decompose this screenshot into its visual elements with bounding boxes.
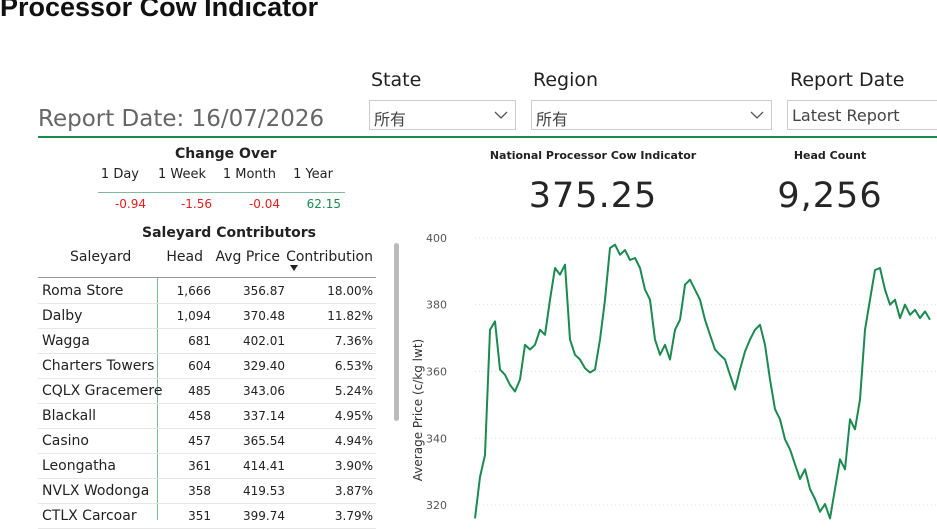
table-cell: 361 (188, 459, 211, 473)
kpi-label: National Processor Cow Indicator (489, 149, 697, 162)
table-cell: 343.06 (243, 384, 285, 398)
table-cell: 356.87 (243, 284, 285, 298)
change-header: 1 Year (293, 167, 333, 182)
scrollbar[interactable] (394, 243, 399, 421)
header-rule (38, 277, 376, 278)
table-cell: 458 (188, 409, 211, 423)
table-cell: NVLX Wodonga (42, 483, 150, 499)
table-cell: 1,666 (176, 284, 211, 298)
table-cell: 365.54 (243, 434, 285, 448)
table-cell: 414.41 (243, 459, 285, 473)
table-cell: 358 (188, 484, 211, 498)
filter-dropdown[interactable]: 所有 (369, 100, 516, 130)
column-rule (157, 278, 158, 520)
filter-value: Latest Report (792, 106, 900, 125)
kpi-label: Head Count (793, 149, 867, 162)
table-cell: 3.90% (334, 459, 373, 473)
table-cell: 4.95% (334, 409, 373, 423)
table-cell: Blackall (42, 408, 96, 424)
row-rule (38, 403, 376, 404)
filter-dropdown[interactable]: 所有 (531, 100, 772, 130)
table-cell: 370.48 (243, 309, 285, 323)
table-cell: 681 (188, 334, 211, 348)
row-rule (38, 353, 376, 354)
chevron (494, 111, 508, 119)
kpi-value: 375.25 (528, 176, 658, 216)
table-cell: 6.53% (334, 359, 373, 373)
sort-arrow (290, 265, 298, 271)
line-chart: Average Price (c/kg lwt) 320 340 360 380 400 (411, 232, 937, 520)
y-tick-label: 340 (426, 432, 447, 445)
table-cell: 11.82% (327, 309, 373, 323)
table-cell: Casino (42, 433, 89, 449)
row-rule (38, 503, 376, 504)
filter-label: Report Date (790, 69, 905, 91)
table-cell: Dalby (42, 308, 83, 324)
table-cell: 485 (188, 384, 211, 398)
filter-value: 所有 (374, 110, 407, 129)
column-header: Head (166, 249, 203, 265)
filter-dropdown[interactable]: Latest Report (787, 100, 937, 130)
table-cell: 337.14 (243, 409, 285, 423)
filter-value: 所有 (536, 110, 569, 129)
y-tick-label: 320 (426, 499, 447, 512)
row-rule (38, 378, 376, 379)
y-axis-label: Average Price (c/kg lwt) (411, 339, 425, 481)
table-cell: 457 (188, 434, 211, 448)
price-line (474, 243, 931, 520)
row-rule (38, 428, 376, 429)
table-cell: 604 (188, 359, 211, 373)
y-tick-label: 380 (426, 299, 447, 312)
column-header: Saleyard (70, 249, 132, 265)
table-cell: Wagga (42, 333, 90, 349)
divider (98, 192, 345, 193)
table-cell: 3.87% (334, 484, 373, 498)
filter-label: State (371, 69, 422, 91)
table-cell: Leongatha (42, 458, 117, 474)
column-header: Contribution (286, 249, 373, 265)
table-cell: 329.40 (243, 359, 285, 373)
row-rule (38, 303, 376, 304)
table-cell: 3.79% (334, 509, 373, 523)
change-header: 1 Week (157, 167, 206, 182)
chevron (750, 111, 764, 119)
column-header: Avg Price (215, 249, 280, 265)
kpi-value: 9,256 (777, 176, 883, 216)
table-title: Saleyard Contributors (142, 225, 316, 241)
table-cell: 399.74 (243, 509, 285, 523)
table-cell: CQLX Gracemere (42, 383, 163, 399)
y-tick-label: 360 (426, 366, 447, 379)
row-rule (38, 453, 376, 454)
table-cell: 402.01 (243, 334, 285, 348)
change-header: 1 Month (222, 167, 276, 182)
table-cell: Charters Towers (42, 358, 155, 374)
change-value: 62.15 (306, 197, 341, 211)
y-tick-label: 400 (426, 232, 447, 245)
divider (38, 136, 937, 138)
change-title: Change Over (175, 146, 277, 162)
change-value: -0.04 (248, 197, 280, 211)
table-cell: 5.24% (334, 384, 373, 398)
change-value: -1.56 (180, 197, 212, 211)
change-value: -0.94 (114, 197, 146, 211)
table-cell: 351 (188, 509, 211, 523)
table-cell: 4.94% (334, 434, 373, 448)
table-cell: 18.00% (327, 284, 373, 298)
page-title: Processor Cow Indicator (0, 0, 319, 22)
report-date: Report Date: 16/07/2026 (38, 106, 325, 132)
table-cell: 419.53 (243, 484, 285, 498)
table-cell: Roma Store (42, 283, 124, 299)
row-rule (38, 328, 376, 329)
row-rule (38, 478, 376, 479)
table-cell: 1,094 (176, 309, 211, 323)
table-cell: CTLX Carcoar (42, 508, 137, 524)
table-cell: 7.36% (334, 334, 373, 348)
change-header: 1 Day (100, 167, 139, 182)
filter-label: Region (533, 69, 599, 91)
